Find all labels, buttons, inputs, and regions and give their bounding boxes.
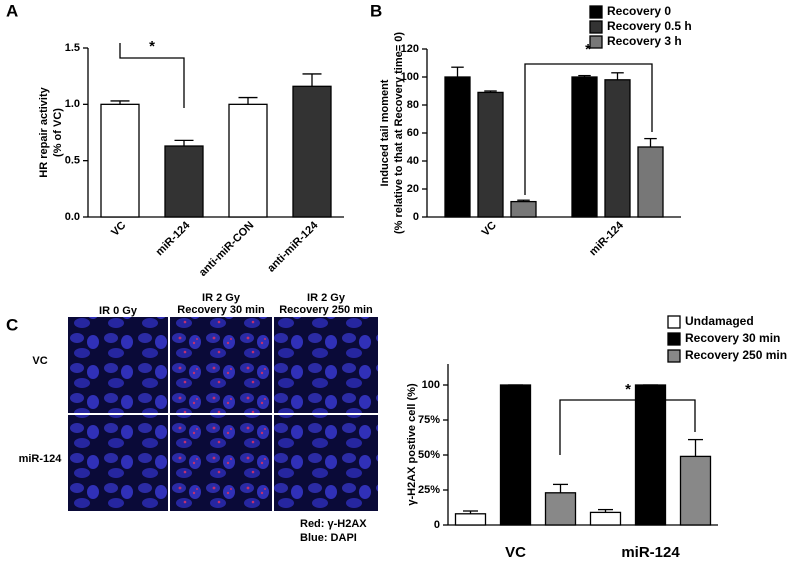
micrograph	[170, 415, 272, 511]
micrograph	[68, 317, 168, 413]
bar	[544, 492, 577, 526]
bar	[477, 91, 504, 218]
significance-star: *	[585, 41, 591, 58]
micrograph-grid: IR 0 Gy IR 2 Gy Recovery 30 min IR 2 Gy …	[19, 292, 378, 544]
bar	[499, 384, 532, 526]
stain-legend: Blue: DAPI	[300, 532, 357, 544]
y-axis-label: Induced tail moment	[379, 79, 391, 186]
y-tick-label: 100	[422, 379, 440, 391]
error-bar	[644, 137, 657, 147]
y-tick-label: 75%	[418, 414, 440, 426]
micrograph	[170, 317, 272, 413]
error-bar	[688, 438, 703, 457]
error-bar	[611, 72, 624, 80]
x-tick-label: miR-124	[587, 219, 626, 258]
significance-bracket	[119, 43, 185, 108]
y-tick-label: 40	[407, 155, 419, 167]
legend-swatch	[667, 332, 681, 346]
micrograph	[274, 317, 378, 413]
panel-letter: B	[370, 1, 382, 20]
error-bar	[578, 74, 591, 77]
bar	[510, 200, 537, 218]
significance-bracket	[524, 63, 653, 195]
error-bar	[238, 96, 258, 105]
bar	[444, 76, 471, 218]
y-tick-label: 0.5	[65, 155, 80, 167]
significance-star: *	[149, 38, 155, 55]
error-bar	[598, 508, 613, 513]
y-tick-label: 25%	[418, 484, 440, 496]
error-bar	[302, 73, 322, 87]
bar	[292, 85, 332, 218]
row-label: miR-124	[19, 453, 63, 465]
y-tick-label: 0	[413, 211, 419, 223]
legend-label: Recovery 0.5 h	[607, 19, 692, 33]
y-tick-label: 1.5	[65, 42, 80, 54]
error-bar	[174, 139, 194, 147]
bar	[634, 384, 667, 526]
legend-label: Recovery 0	[607, 4, 671, 18]
y-tick-label: 0.0	[65, 211, 80, 223]
column-heading: Recovery 30 min	[177, 304, 265, 316]
bar	[604, 79, 631, 218]
bar	[679, 455, 712, 526]
y-axis-label: γ-H2AX postive cell (%)	[406, 383, 418, 506]
y-axis-label: HR repair activity	[38, 86, 50, 177]
y-axis-label: (% of VC)	[52, 108, 64, 157]
bar	[454, 513, 487, 526]
error-bar	[463, 510, 478, 514]
legend-label: Recovery 250 min	[685, 348, 787, 362]
legend-label: Recovery 30 min	[685, 331, 780, 345]
bar	[164, 145, 204, 218]
micrograph	[68, 415, 168, 511]
stain-legend: Red: γ-H2AX	[300, 518, 367, 530]
y-tick-label: 1.0	[65, 98, 80, 110]
x-tick-label: anti-miR-124	[265, 219, 321, 275]
column-heading: IR 0 Gy	[99, 305, 138, 317]
y-tick-label: 100	[401, 71, 419, 83]
column-heading: Recovery 250 min	[279, 304, 373, 316]
bar	[228, 103, 268, 218]
x-tick-label: miR-124	[621, 544, 680, 561]
column-heading: IR 2 Gy	[307, 292, 346, 304]
error-bar	[451, 66, 464, 77]
x-tick-label: anti-miR-CON	[197, 219, 257, 279]
micrograph	[274, 415, 378, 511]
error-bar	[110, 100, 130, 105]
y-tick-label: 0	[434, 519, 440, 531]
x-tick-label: VC	[109, 219, 128, 238]
x-tick-label: VC	[505, 544, 526, 561]
legend-label: Recovery 3 h	[607, 34, 682, 48]
y-tick-label: 20	[407, 183, 419, 195]
legend-swatch	[589, 20, 603, 34]
y-tick-label: 80	[407, 99, 419, 111]
error-bar	[517, 199, 530, 202]
row-label: VC	[32, 355, 47, 367]
bar	[589, 511, 622, 526]
y-axis-label: (% relative to that at Recovery time= 0)	[393, 32, 405, 234]
y-tick-label: 120	[401, 43, 419, 55]
panel-letter: C	[6, 315, 18, 334]
column-heading: IR 2 Gy	[202, 292, 241, 304]
error-bar	[553, 483, 568, 493]
legend-label: Undamaged	[685, 314, 754, 328]
bar	[571, 76, 598, 218]
significance-bracket	[559, 399, 696, 455]
y-tick-label: 50%	[418, 449, 440, 461]
legend-swatch	[589, 35, 603, 49]
bar	[100, 103, 140, 218]
error-bar	[484, 90, 497, 93]
x-tick-label: miR-124	[154, 219, 193, 258]
legend-swatch	[667, 315, 681, 329]
bar	[637, 146, 664, 218]
legend-swatch	[589, 5, 603, 19]
legend-swatch	[667, 349, 681, 363]
panel-letter: A	[6, 1, 18, 20]
y-tick-label: 60	[407, 127, 419, 139]
x-tick-label: VC	[480, 219, 499, 238]
significance-star: *	[625, 381, 631, 398]
